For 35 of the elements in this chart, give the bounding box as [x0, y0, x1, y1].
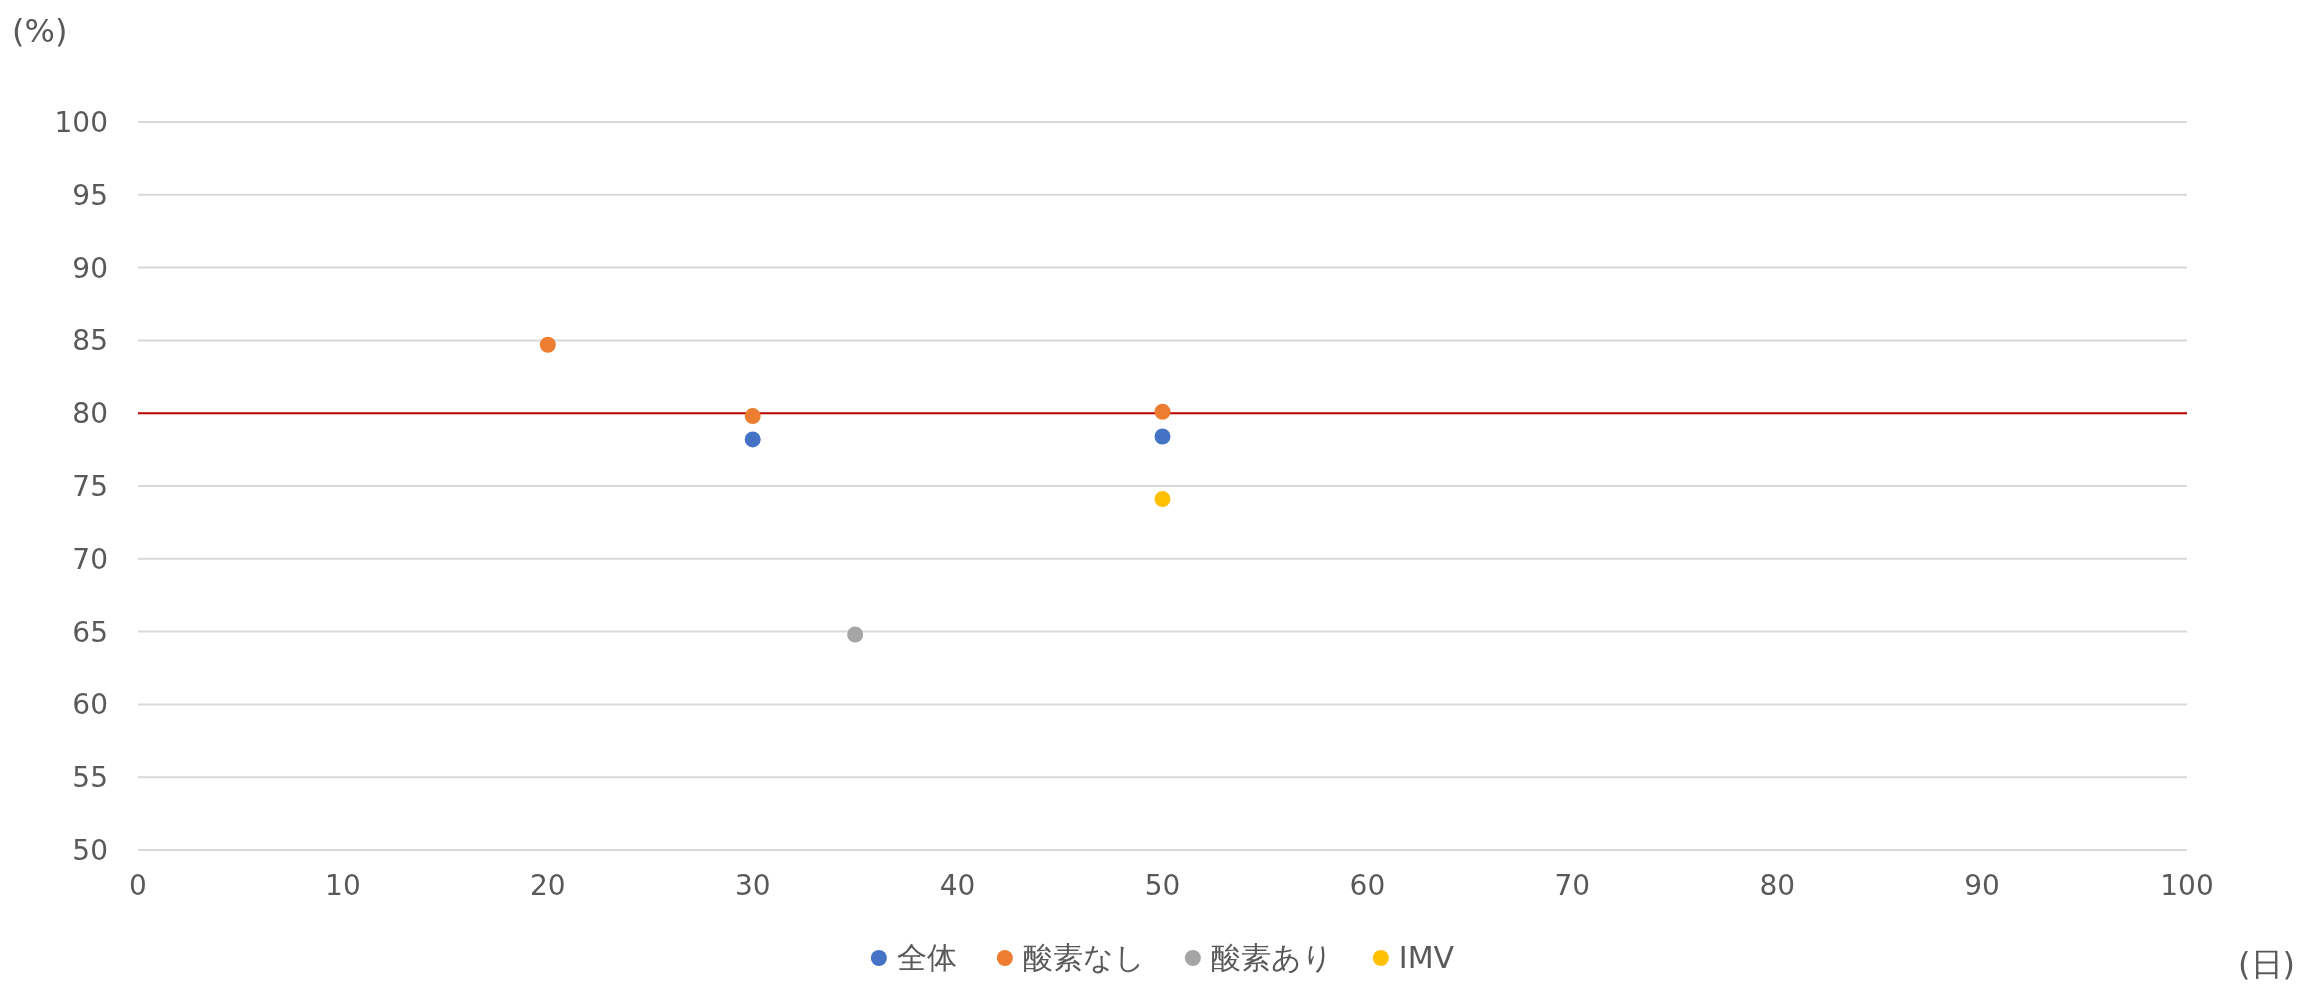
- point: [1154, 403, 1171, 420]
- x-tick-label: 100: [2160, 869, 2214, 902]
- x-tick-label: 70: [1554, 869, 1591, 902]
- y-tick-label: 65: [72, 615, 108, 649]
- x-tick-label: 10: [325, 869, 361, 902]
- x-tick-label: 90: [1964, 869, 2000, 902]
- point: [1154, 428, 1171, 445]
- x-axis-title: (日): [2238, 945, 2295, 983]
- x-tick-label: 0: [129, 869, 147, 902]
- point: [744, 431, 761, 448]
- x-tick-label: 20: [529, 869, 566, 902]
- x-tick-label: 80: [1759, 869, 1796, 902]
- y-tick-label: 80: [72, 397, 108, 431]
- y-tick-label: 75: [72, 470, 108, 503]
- x-tick-label: 50: [1144, 869, 1181, 902]
- y-tick-label: 70: [72, 542, 108, 576]
- legend-label: 酸素あり: [1210, 940, 1333, 975]
- point: [744, 408, 761, 425]
- point: [1154, 491, 1171, 508]
- y-tick-label: 85: [72, 324, 108, 358]
- point: [539, 336, 556, 353]
- y-tick-label: 50: [72, 834, 108, 867]
- point: [847, 626, 864, 643]
- y-tick-label: 60: [72, 688, 108, 722]
- x-tick-label: 60: [1349, 869, 1386, 902]
- x-tick-label: 30: [734, 869, 771, 902]
- y-tick-label: 100: [54, 106, 108, 139]
- y-tick-label: 55: [72, 761, 108, 795]
- legend-label: 全体: [896, 940, 957, 975]
- legend-label: 酸素なし: [1022, 940, 1145, 975]
- y-tick-label: 90: [72, 251, 108, 285]
- legend-label: IMV: [1398, 940, 1455, 975]
- y-axis-title: (%): [12, 12, 68, 50]
- y-tick-label: 95: [72, 178, 108, 212]
- x-tick-label: 40: [939, 869, 976, 902]
